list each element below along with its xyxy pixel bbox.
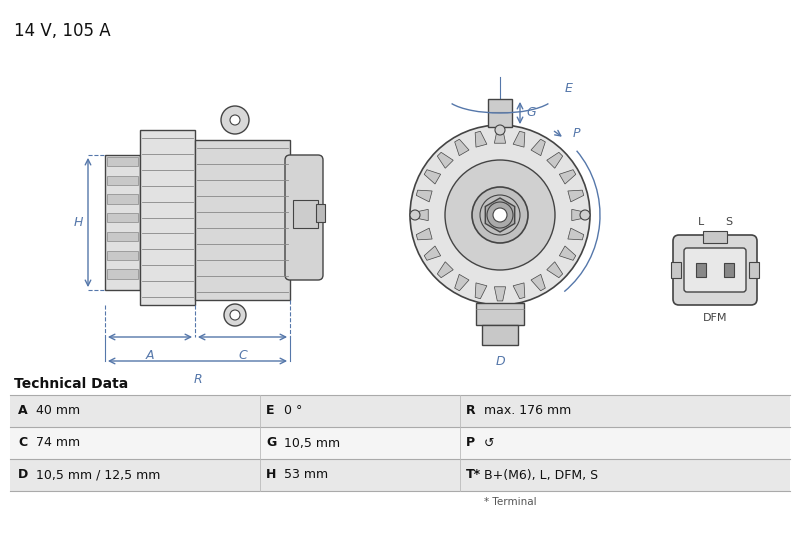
Circle shape <box>580 210 590 220</box>
Text: 74 mm: 74 mm <box>36 437 80 449</box>
Polygon shape <box>531 274 546 291</box>
Circle shape <box>224 304 246 326</box>
Polygon shape <box>438 262 454 278</box>
Polygon shape <box>486 198 514 232</box>
Polygon shape <box>559 169 576 184</box>
Bar <box>140 130 195 305</box>
Bar <box>105 155 140 290</box>
Bar <box>703 231 727 243</box>
Text: E: E <box>266 405 274 417</box>
Text: H: H <box>74 216 82 229</box>
Polygon shape <box>546 262 562 278</box>
Bar <box>488 99 512 127</box>
Text: H: H <box>266 469 276 481</box>
Bar <box>10 459 790 491</box>
Text: T*: T* <box>466 469 481 481</box>
Text: 10,5 mm / 12,5 mm: 10,5 mm / 12,5 mm <box>36 469 160 481</box>
Bar <box>696 263 706 277</box>
Polygon shape <box>475 131 487 147</box>
Text: L: L <box>698 217 704 227</box>
Text: G: G <box>266 437 276 449</box>
Bar <box>107 213 138 222</box>
Text: DFM: DFM <box>702 313 727 323</box>
Polygon shape <box>414 209 428 221</box>
Text: A: A <box>146 349 154 362</box>
Text: 40 mm: 40 mm <box>36 405 80 417</box>
Circle shape <box>221 106 249 134</box>
Circle shape <box>410 125 590 305</box>
Text: C: C <box>238 349 247 362</box>
Bar <box>10 395 790 427</box>
Text: P: P <box>572 127 580 140</box>
Text: R: R <box>466 405 476 417</box>
Polygon shape <box>572 209 586 221</box>
Text: R: R <box>193 373 202 386</box>
Polygon shape <box>438 152 454 168</box>
Text: 14 V, 105 A: 14 V, 105 A <box>14 22 110 40</box>
Polygon shape <box>494 287 506 301</box>
Bar <box>107 251 138 260</box>
Polygon shape <box>513 131 525 147</box>
Polygon shape <box>531 139 546 156</box>
Circle shape <box>410 210 420 220</box>
Bar <box>107 176 138 185</box>
Polygon shape <box>475 283 487 298</box>
Text: max. 176 mm: max. 176 mm <box>484 405 571 417</box>
Text: ↺: ↺ <box>484 437 494 449</box>
Circle shape <box>445 160 555 270</box>
Text: G: G <box>526 107 536 119</box>
Bar <box>195 140 290 300</box>
Text: 53 mm: 53 mm <box>284 469 328 481</box>
Polygon shape <box>424 246 441 260</box>
Bar <box>749 262 759 278</box>
FancyBboxPatch shape <box>684 248 746 292</box>
Bar <box>107 157 138 166</box>
Polygon shape <box>559 246 576 260</box>
Circle shape <box>472 187 528 243</box>
Bar <box>482 325 518 345</box>
Text: * Terminal: * Terminal <box>484 497 537 507</box>
Polygon shape <box>494 129 506 143</box>
FancyBboxPatch shape <box>285 155 323 280</box>
Text: 10,5 mm: 10,5 mm <box>284 437 340 449</box>
Bar <box>476 303 524 325</box>
Bar <box>107 232 138 241</box>
Polygon shape <box>568 228 584 240</box>
Text: 0 °: 0 ° <box>284 405 302 417</box>
Polygon shape <box>454 274 469 291</box>
Text: E: E <box>565 83 573 95</box>
Polygon shape <box>424 169 441 184</box>
Bar <box>724 263 734 277</box>
Bar <box>316 204 325 222</box>
Circle shape <box>495 125 505 135</box>
Text: B+(M6), L, DFM, S: B+(M6), L, DFM, S <box>484 469 598 481</box>
Text: D: D <box>495 355 505 368</box>
Polygon shape <box>416 190 432 202</box>
Text: P: P <box>466 437 475 449</box>
Circle shape <box>493 208 507 222</box>
Polygon shape <box>546 152 562 168</box>
Polygon shape <box>568 190 584 202</box>
Polygon shape <box>416 228 432 240</box>
Bar <box>10 427 790 459</box>
Polygon shape <box>454 139 469 156</box>
Text: A: A <box>18 405 28 417</box>
Text: D: D <box>18 469 28 481</box>
Text: C: C <box>18 437 27 449</box>
FancyBboxPatch shape <box>673 235 757 305</box>
Bar <box>293 200 318 228</box>
Polygon shape <box>513 283 525 298</box>
Text: Technical Data: Technical Data <box>14 377 128 391</box>
Bar <box>107 195 138 204</box>
Text: S: S <box>726 217 733 227</box>
Bar <box>671 262 681 278</box>
Bar <box>107 269 138 279</box>
Circle shape <box>230 115 240 125</box>
Circle shape <box>230 310 240 320</box>
